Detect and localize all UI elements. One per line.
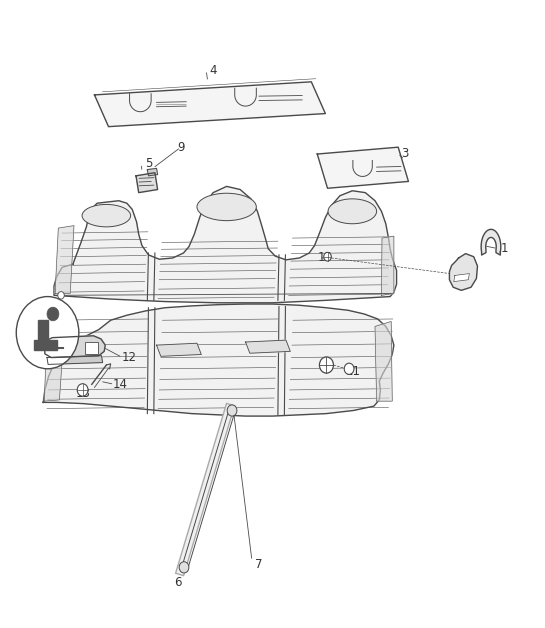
Text: 13: 13	[75, 387, 90, 400]
Polygon shape	[382, 236, 394, 295]
Text: 8: 8	[43, 327, 51, 340]
Text: 12: 12	[122, 351, 137, 364]
Text: 5: 5	[145, 157, 152, 170]
Ellipse shape	[82, 205, 131, 227]
Circle shape	[16, 296, 79, 369]
Polygon shape	[450, 254, 477, 290]
Polygon shape	[454, 274, 469, 281]
Circle shape	[324, 252, 331, 261]
Text: 9: 9	[177, 141, 185, 154]
Circle shape	[344, 363, 354, 374]
Polygon shape	[43, 304, 394, 416]
Polygon shape	[136, 173, 158, 193]
Text: 1: 1	[501, 242, 508, 255]
Polygon shape	[44, 322, 65, 401]
Circle shape	[77, 384, 88, 396]
Circle shape	[227, 405, 237, 416]
Text: 4: 4	[209, 63, 217, 77]
Circle shape	[179, 561, 189, 573]
Polygon shape	[317, 147, 408, 188]
Text: 7: 7	[255, 558, 263, 571]
Text: 15: 15	[318, 251, 333, 264]
Polygon shape	[94, 82, 325, 127]
Polygon shape	[47, 355, 102, 364]
Polygon shape	[34, 340, 57, 350]
Text: 14: 14	[113, 378, 128, 391]
Ellipse shape	[328, 199, 377, 224]
Polygon shape	[38, 320, 47, 344]
Polygon shape	[55, 225, 74, 293]
Circle shape	[58, 291, 64, 299]
Polygon shape	[147, 168, 158, 176]
Polygon shape	[156, 344, 201, 356]
Text: 11: 11	[346, 365, 361, 378]
Text: 10: 10	[319, 360, 334, 374]
Polygon shape	[375, 322, 392, 401]
Text: 3: 3	[401, 147, 408, 160]
Polygon shape	[45, 336, 105, 357]
FancyBboxPatch shape	[85, 342, 98, 354]
Text: 2: 2	[458, 278, 465, 291]
Circle shape	[47, 307, 59, 321]
Ellipse shape	[197, 193, 256, 220]
Polygon shape	[481, 229, 501, 255]
Text: 6: 6	[174, 577, 182, 590]
Polygon shape	[54, 187, 397, 303]
Polygon shape	[246, 340, 290, 353]
Circle shape	[319, 357, 334, 373]
